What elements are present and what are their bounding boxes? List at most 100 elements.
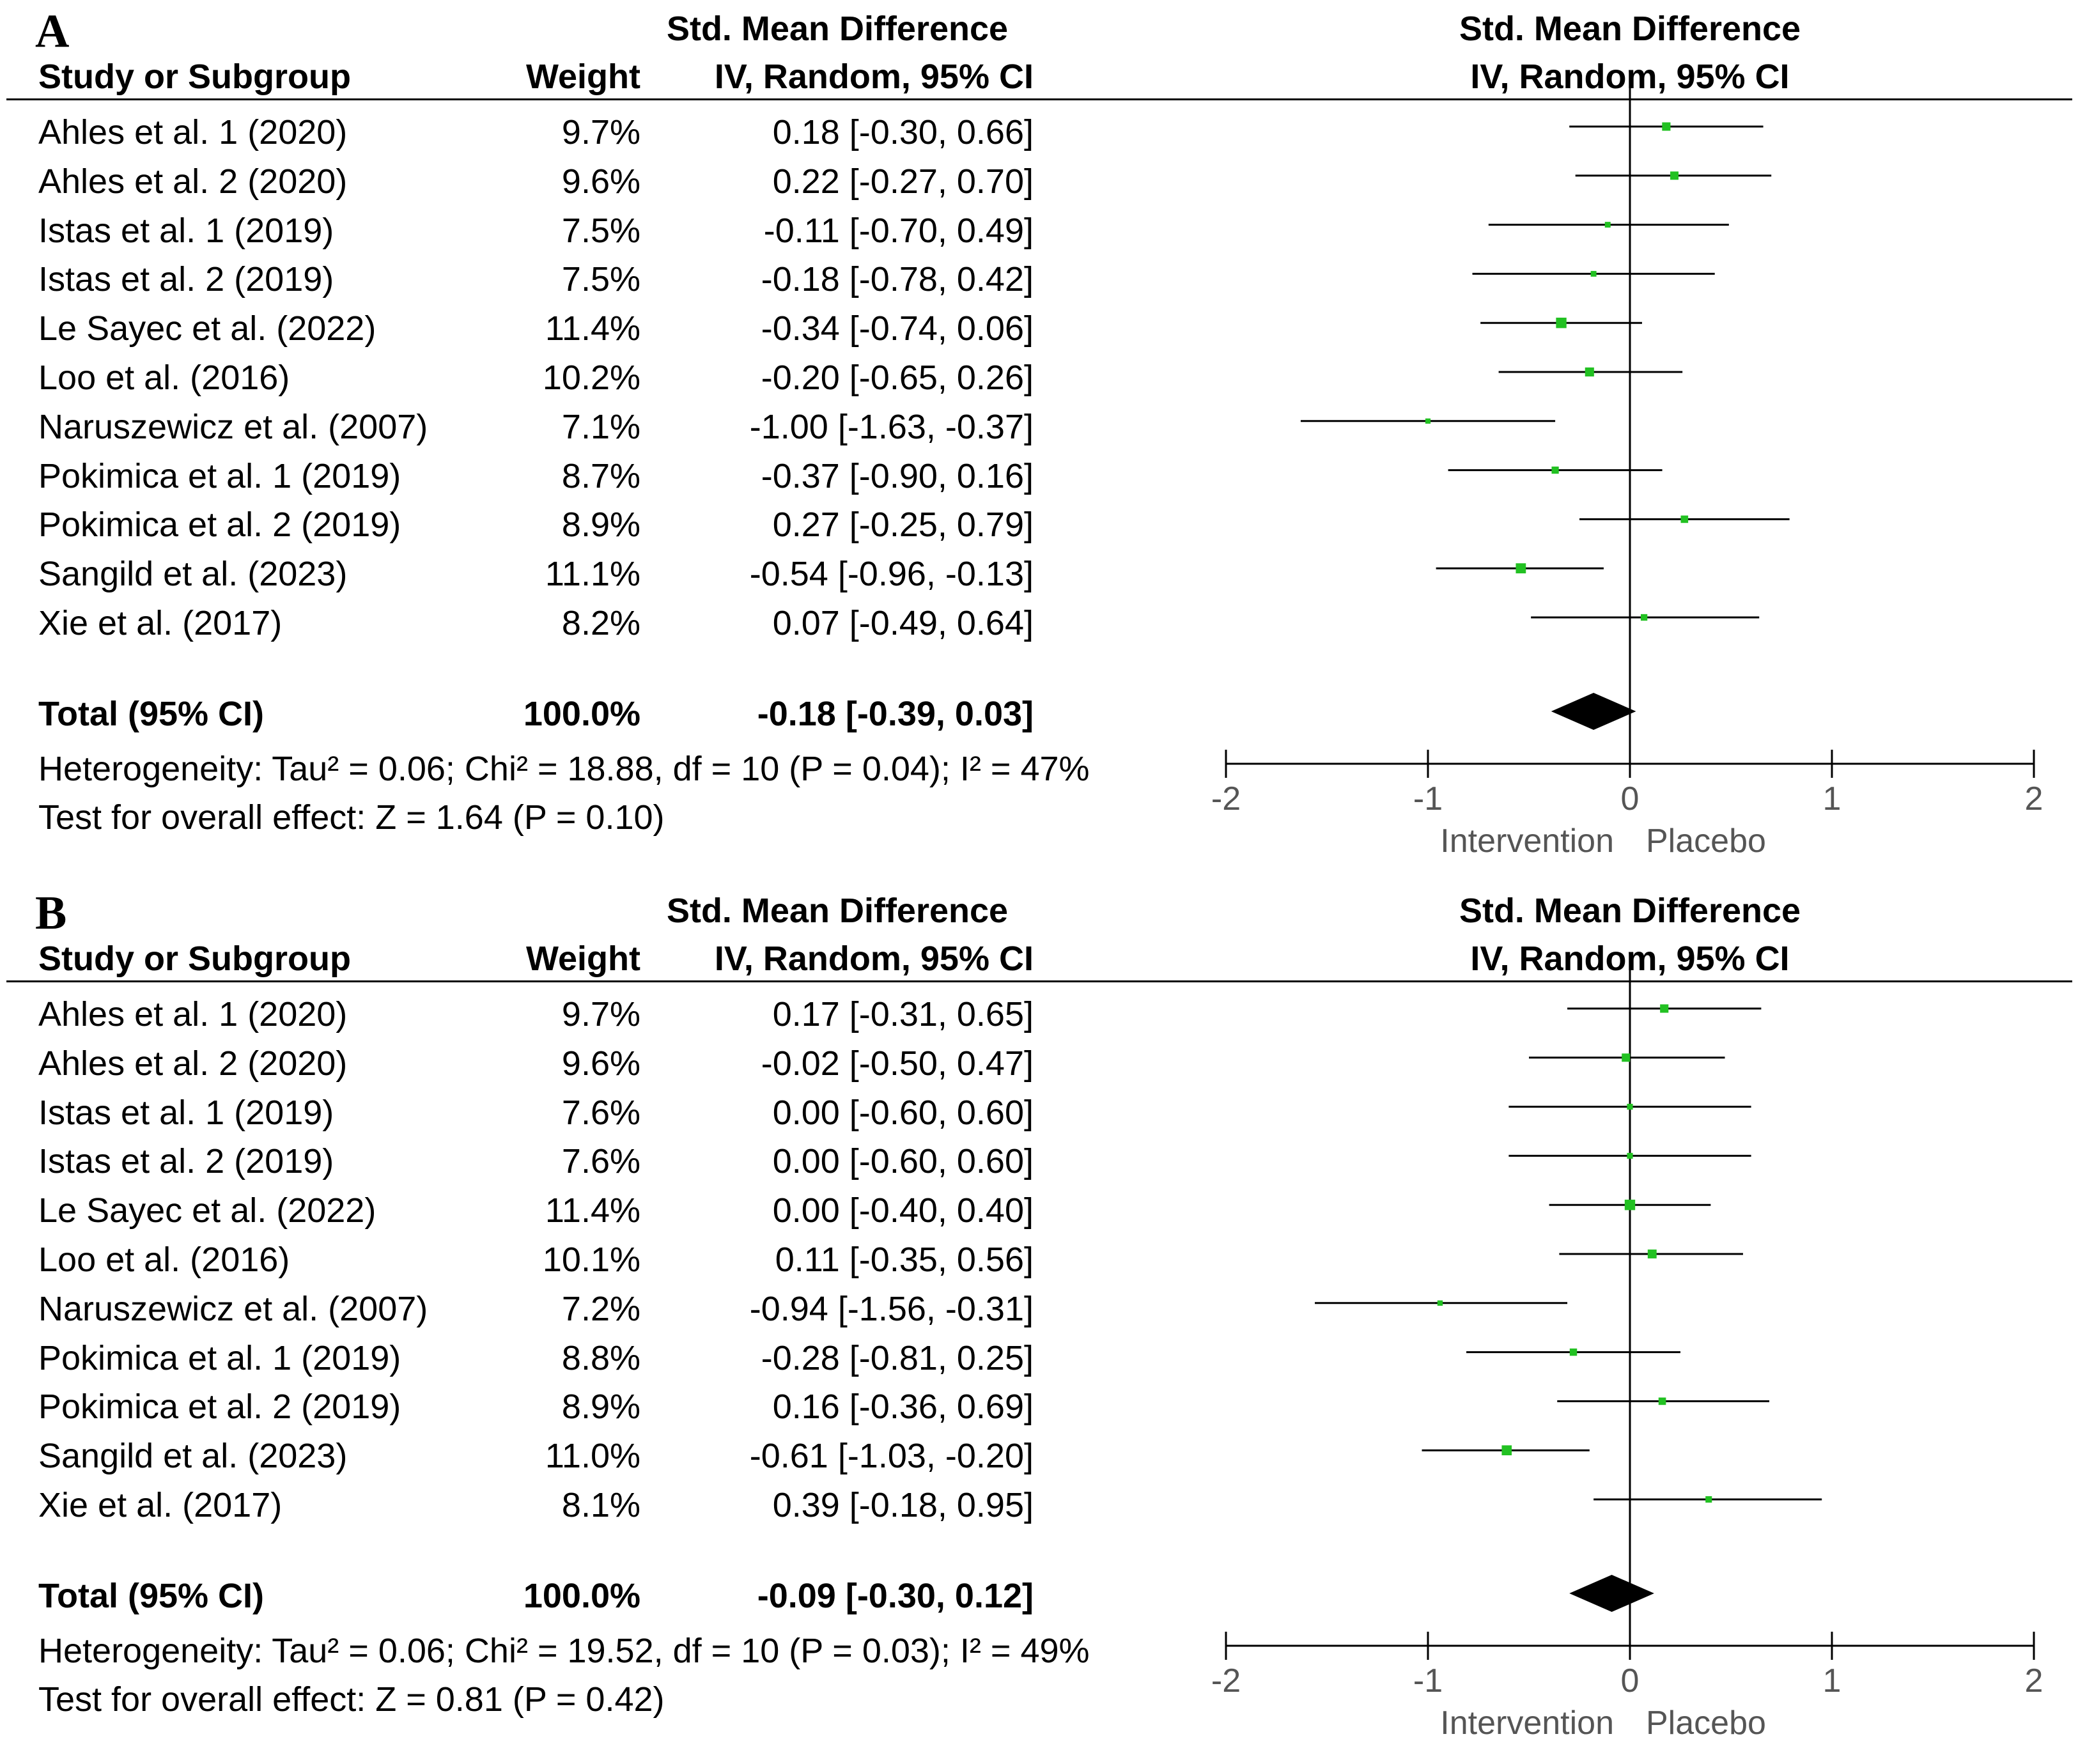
point-estimate-marker — [1551, 466, 1559, 474]
col-header-study: Study or Subgroup — [38, 940, 351, 978]
point-estimate-marker — [1627, 1152, 1633, 1159]
study-name: Naruszewicz et al. (2007) — [38, 1290, 428, 1328]
point-estimate-marker — [1437, 1300, 1443, 1306]
study-weight: 9.7% — [561, 995, 640, 1033]
study-ci: -0.18 [-0.78, 0.42] — [761, 260, 1034, 298]
heterogeneity-text: Heterogeneity: Tau² = 0.06; Chi² = 19.52… — [38, 1632, 1090, 1670]
favours-placebo-label: Placebo — [1646, 823, 1766, 860]
pooled-diamond — [1569, 1575, 1654, 1612]
point-estimate-marker — [1680, 515, 1689, 523]
point-estimate-marker — [1670, 171, 1679, 180]
x-tick-label: 2 — [2025, 1662, 2043, 1699]
x-tick-label: 2 — [2025, 780, 2043, 817]
point-estimate-marker — [1501, 1445, 1512, 1455]
forest-panel-a: A Std. Mean Difference Std. Mean Differe… — [6, 5, 2072, 860]
study-ci: 0.16 [-0.36, 0.69] — [772, 1388, 1034, 1426]
x-tick-label: -2 — [1211, 780, 1241, 817]
study-weight: 11.4% — [545, 309, 640, 348]
col-header-ci: IV, Random, 95% CI — [714, 940, 1034, 978]
study-ci: -0.20 [-0.65, 0.26] — [761, 359, 1034, 397]
study-name: Sangild et al. (2023) — [38, 555, 348, 593]
study-weight: 8.8% — [561, 1339, 640, 1377]
study-name: Istas et al. 1 (2019) — [38, 212, 334, 250]
favours-placebo-label: Placebo — [1646, 1705, 1766, 1742]
study-ci: 0.00 [-0.60, 0.60] — [772, 1142, 1034, 1180]
pooled-diamond — [1551, 693, 1636, 730]
study-name: Sangild et al. (2023) — [38, 1437, 348, 1475]
forest-plot: -2 -1 0 1 2 Intervention Placebo — [1211, 86, 2043, 860]
study-ci: -0.94 [-1.56, -0.31] — [749, 1290, 1034, 1328]
x-tick-label: 1 — [1823, 780, 1842, 817]
study-ci: -0.37 [-0.90, 0.16] — [761, 457, 1034, 495]
favours-intervention-label: Intervention — [1440, 1705, 1614, 1742]
total-ci: -0.09 [-0.30, 0.12] — [757, 1577, 1034, 1615]
point-estimate-marker — [1640, 614, 1648, 621]
study-name: Xie et al. (2017) — [38, 604, 283, 642]
point-estimate-marker — [1662, 122, 1671, 131]
favours-intervention-label: Intervention — [1440, 823, 1614, 860]
study-ci: 0.17 [-0.31, 0.65] — [772, 995, 1034, 1033]
study-weight: 7.5% — [561, 212, 640, 250]
study-ci: 0.18 [-0.30, 0.66] — [772, 113, 1034, 151]
study-name: Xie et al. (2017) — [38, 1486, 283, 1524]
study-weight: 8.2% — [561, 604, 640, 642]
study-name: Le Sayec et al. (2022) — [38, 1191, 376, 1230]
study-weight: 8.1% — [561, 1486, 640, 1524]
x-tick-label: 0 — [1621, 780, 1640, 817]
study-ci: 0.11 [-0.35, 0.56] — [775, 1241, 1034, 1279]
study-ci: -0.61 [-1.03, -0.20] — [749, 1437, 1034, 1475]
point-estimate-marker — [1425, 418, 1431, 424]
study-weight: 11.0% — [545, 1437, 640, 1475]
x-tick-label: -1 — [1413, 780, 1443, 817]
study-name: Pokimica et al. 2 (2019) — [38, 1388, 401, 1426]
point-estimate-marker — [1556, 318, 1567, 329]
study-weight: 8.9% — [561, 506, 640, 544]
study-ci: -0.02 [-0.50, 0.47] — [761, 1044, 1034, 1083]
heterogeneity-text: Heterogeneity: Tau² = 0.06; Chi² = 18.88… — [38, 750, 1090, 788]
study-weight: 9.6% — [561, 162, 640, 201]
panel-label: B — [35, 887, 67, 940]
study-name: Ahles et al. 1 (2020) — [38, 995, 348, 1033]
study-ci: -0.28 [-0.81, 0.25] — [761, 1339, 1034, 1377]
study-ci: 0.39 [-0.18, 0.95] — [772, 1486, 1034, 1524]
study-weight: 11.1% — [545, 555, 640, 593]
study-name: Pokimica et al. 1 (2019) — [38, 1339, 401, 1377]
total-ci: -0.18 [-0.39, 0.03] — [757, 695, 1034, 733]
forest-plot: -2 -1 0 1 2 Intervention Placebo — [1211, 968, 2043, 1742]
x-tick-label: -1 — [1413, 1662, 1443, 1699]
x-tick-label: 1 — [1823, 1662, 1842, 1699]
study-weight: 8.7% — [561, 457, 640, 495]
point-estimate-marker — [1627, 1104, 1633, 1110]
study-ci: -0.11 [-0.70, 0.49] — [763, 212, 1034, 250]
plot-header-smd: Std. Mean Difference — [1459, 892, 1801, 930]
study-ci: 0.07 [-0.49, 0.64] — [772, 604, 1034, 642]
col-header-weight: Weight — [526, 58, 640, 96]
header-rule — [6, 980, 2072, 982]
col-header-smd: Std. Mean Difference — [666, 892, 1009, 930]
point-estimate-marker — [1516, 563, 1526, 574]
study-weight: 7.2% — [561, 1290, 640, 1328]
study-name: Pokimica et al. 2 (2019) — [38, 506, 401, 544]
total-weight: 100.0% — [523, 695, 640, 733]
point-estimate-marker — [1660, 1004, 1669, 1013]
study-name: Istas et al. 2 (2019) — [38, 1142, 334, 1180]
study-ci: 0.22 [-0.27, 0.70] — [772, 162, 1034, 201]
study-ci: 0.00 [-0.60, 0.60] — [772, 1094, 1034, 1132]
study-name: Loo et al. (2016) — [38, 1241, 290, 1279]
study-weight: 10.1% — [542, 1241, 640, 1279]
study-name: Istas et al. 1 (2019) — [38, 1094, 334, 1132]
panel-label: A — [35, 5, 70, 58]
study-weight: 7.1% — [561, 408, 640, 446]
point-estimate-marker — [1658, 1397, 1666, 1405]
study-weight: 8.9% — [561, 1388, 640, 1426]
point-estimate-marker — [1569, 1348, 1578, 1356]
col-header-ci: IV, Random, 95% CI — [714, 58, 1034, 96]
forest-panel-b: B Std. Mean Difference Std. Mean Differe… — [0, 882, 2078, 1764]
col-header-smd: Std. Mean Difference — [666, 10, 1009, 48]
study-weight: 7.5% — [561, 260, 640, 298]
study-name: Ahles et al. 1 (2020) — [38, 113, 348, 151]
study-weight: 10.2% — [542, 359, 640, 397]
study-name: Le Sayec et al. (2022) — [38, 309, 376, 348]
point-estimate-marker — [1585, 367, 1594, 377]
point-estimate-marker — [1590, 270, 1597, 277]
